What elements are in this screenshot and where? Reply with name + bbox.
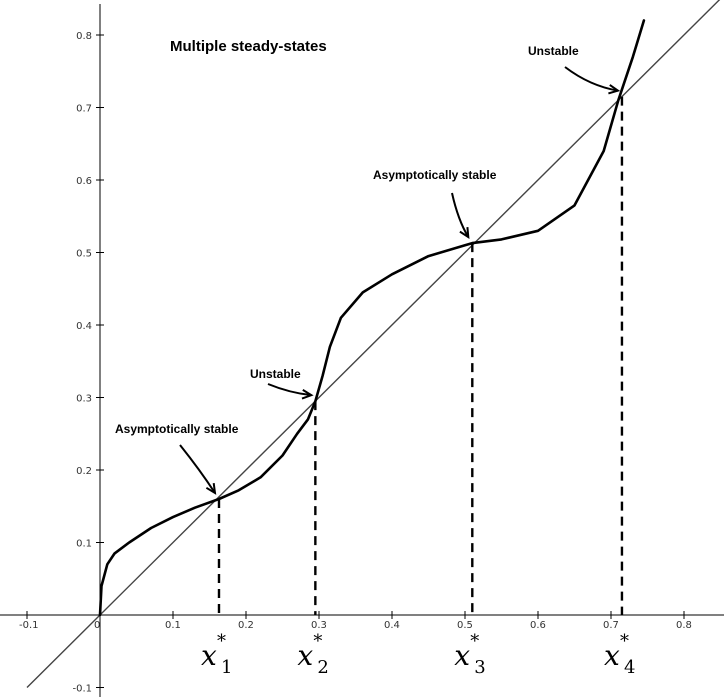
- x-tick-label: 0.7: [603, 620, 619, 631]
- steady-state-label: x * 1: [201, 631, 232, 678]
- y-tick-label: 0.3: [76, 394, 92, 405]
- y-tick-label: 0.5: [76, 249, 92, 260]
- axes-layer: [0, 4, 724, 697]
- x-tick-label: 0: [94, 620, 100, 631]
- steady-state-label-x: x: [454, 639, 470, 672]
- annotation-label: Asymptotically stable: [115, 422, 239, 436]
- steady-state-label-star: *: [217, 631, 226, 652]
- annotation-arrowhead: [608, 84, 621, 95]
- steady-state-label: x * 2: [297, 631, 328, 678]
- steady-state-label-subscript: 3: [474, 657, 485, 678]
- steady-state-label: x * 4: [604, 631, 635, 678]
- annotation-arrow: [564, 66, 619, 92]
- ticks-layer: -0.1 0 0.1 0.2 0.3 0.4 0.5 0.6 0.7 0.8 -0.1 0.1 0.2 0…: [19, 31, 692, 695]
- y-tick-label: 0.1: [76, 539, 92, 550]
- annotation-arrow: [179, 444, 216, 494]
- annotation-arrow: [267, 383, 312, 397]
- series-layer: [26, 0, 721, 688]
- annotation-label: Asymptotically stable: [373, 168, 497, 182]
- x-tick-label: 0.5: [457, 620, 473, 631]
- steady-state-label-x: x: [604, 639, 620, 672]
- steady-state-label-subscript: 2: [317, 657, 328, 678]
- x-tick-label: 0.2: [238, 620, 254, 631]
- steady-state-label: x * 3: [454, 631, 485, 678]
- annotation-label: Unstable: [528, 44, 579, 58]
- annotation-arrowhead: [205, 482, 217, 495]
- steady-state-label-x: x: [201, 639, 217, 672]
- x-tick-label: 0.3: [311, 620, 327, 631]
- map-curve: [98, 19, 646, 617]
- annotation-arrowhead: [459, 227, 470, 240]
- y-tick-label: 0.2: [76, 466, 92, 477]
- y-tick-label: 0.4: [76, 321, 92, 332]
- steady-state-label-star: *: [620, 631, 629, 652]
- y-tick-label: 0.6: [76, 176, 92, 187]
- steady-state-label-subscript: 1: [221, 657, 232, 678]
- line-y-equals-x: [26, 0, 721, 688]
- x-tick-label: -0.1: [19, 620, 39, 631]
- annotation-label: Unstable: [250, 367, 301, 381]
- chart-title: Multiple steady-states: [170, 38, 327, 55]
- annotations-layer: Asymptotically stable Unstable Asymptotica…: [115, 44, 621, 495]
- drop-lines-layer: [217, 96, 624, 615]
- steady-state-label-star: *: [313, 631, 322, 652]
- x-tick-label: 0.8: [676, 620, 692, 631]
- y-tick-label: 0.8: [76, 31, 92, 42]
- root-labels-layer: x *1 x *2 x *3 x *4: [201, 631, 635, 678]
- x-tick-label: 0.1: [165, 620, 181, 631]
- x-tick-label: 0.4: [384, 620, 400, 631]
- y-tick-label: -0.1: [72, 684, 92, 695]
- y-tick-label: 0.7: [76, 104, 92, 115]
- steady-state-label-x: x: [297, 639, 313, 672]
- x-tick-label: 0.6: [530, 620, 546, 631]
- annotation-arrowhead: [301, 389, 314, 400]
- steady-state-label-star: *: [470, 631, 479, 652]
- annotation-arrow: [451, 192, 470, 238]
- steady-state-label-subscript: 4: [624, 657, 635, 678]
